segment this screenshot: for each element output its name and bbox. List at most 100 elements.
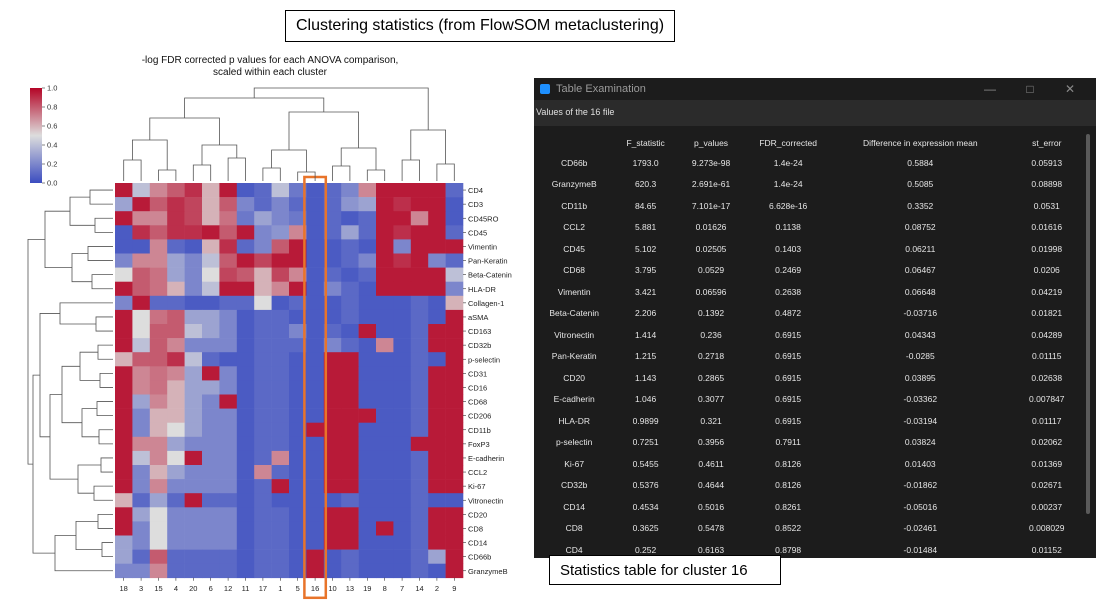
heatmap-cell	[428, 563, 446, 579]
heatmap-cell	[167, 225, 185, 240]
close-icon[interactable]: ✕	[1064, 82, 1076, 96]
table-cell: 0.6915	[775, 372, 802, 383]
table-row[interactable]: CD20 1.143 0.2865 0.6915 0.03895 0.02638	[534, 367, 1084, 389]
table-row[interactable]: CD68 3.795 0.0529 0.2469 0.06467 0.0206	[534, 260, 1084, 282]
column-header[interactable]: st_error	[1032, 138, 1062, 148]
column-header[interactable]: Difference in expression mean	[862, 138, 978, 148]
heatmap-cell	[132, 225, 151, 240]
table-cell: 0.8126	[775, 480, 802, 491]
heatmap-cell	[149, 281, 168, 297]
heatmap-cell	[254, 535, 272, 550]
maximize-icon[interactable]: □	[1026, 82, 1034, 96]
heatmap-cell	[323, 295, 342, 311]
heatmap-cell	[167, 253, 185, 268]
heatmap-cell	[254, 225, 272, 240]
heatmap-cell	[428, 366, 446, 381]
heatmap-cell	[323, 394, 342, 409]
row-dendrogram-link	[91, 274, 113, 290]
heatmap-cell	[289, 253, 307, 268]
column-header[interactable]: p_values	[694, 138, 729, 148]
heatmap-cell	[167, 549, 185, 564]
row-label-e-cadherin: E-cadherin	[468, 454, 504, 463]
heatmap-cell	[271, 309, 290, 325]
clustermap: CD4 CD3 CD45RO CD45 Vimentin Pan-Keratin Beta-…	[27, 84, 512, 600]
heatmap-cell	[323, 408, 342, 423]
table-row[interactable]: CD8 0.3625 0.5478 0.8522 -0.02461 0.008029	[534, 518, 1084, 540]
table-row[interactable]: Ki-67 0.5455 0.4611 0.8126 0.01403 0.01369	[534, 453, 1084, 475]
table-row[interactable]: p-selectin 0.7251 0.3956 0.7911 0.03824 0.020…	[534, 432, 1084, 454]
heatmap-cell	[376, 450, 394, 466]
column-label-11: 11	[242, 584, 250, 593]
table-cell: 0.5455	[632, 458, 659, 469]
heatmap-cell	[202, 253, 220, 268]
table-cell: -0.02461	[903, 523, 938, 534]
table-row[interactable]: GranzymeB 620.3 2.691e-61 1.4e-24 0.5085 0.08…	[534, 174, 1084, 196]
heatmap-cell	[184, 422, 203, 438]
heatmap-cell	[358, 549, 377, 564]
heatmap-cell	[323, 267, 342, 282]
table-row[interactable]: Vimentin 3.421 0.06596 0.2638 0.06648 0.04219	[534, 281, 1084, 303]
heatmap-cell	[428, 309, 446, 325]
table-row[interactable]: E-cadherin 1.046 0.3077 0.6915 -0.03362 0.007…	[534, 389, 1084, 411]
heatmap-cell	[167, 366, 185, 381]
row-label-cd11b: CD11b	[468, 426, 491, 435]
column-header[interactable]: FDR_corrected	[759, 138, 817, 148]
heatmap-cell	[358, 324, 377, 339]
heatmap-cell	[376, 380, 394, 395]
heatmap-cell	[132, 352, 151, 367]
heatmap-cell	[376, 507, 394, 522]
heatmap-cell	[393, 197, 412, 212]
table-row[interactable]: CD4 0.252 0.6163 0.8798 -0.01484 0.01152	[534, 539, 1084, 561]
heatmap-cell	[254, 366, 272, 381]
table-row[interactable]: CD66b 1793.0 9.273e-98 1.4e-24 0.5884 0.05913	[534, 152, 1084, 174]
column-header[interactable]: F_statistic	[626, 138, 665, 148]
heatmap-cell	[236, 493, 255, 508]
heatmap-cell	[115, 253, 133, 268]
heatmap-cell	[428, 422, 446, 438]
row-marker-label: CD32b	[560, 480, 588, 491]
heatmap-cell	[271, 225, 290, 240]
column-label-15: 15	[154, 584, 162, 593]
column-dendrogram-link	[192, 164, 212, 181]
heatmap-cell	[358, 493, 377, 508]
table-row[interactable]: HLA-DR 0.9899 0.321 0.6915 -0.03194 0.01117	[534, 410, 1084, 432]
heatmap-cell	[428, 535, 446, 550]
minimize-icon[interactable]: —	[984, 82, 996, 96]
heatmap-cell	[323, 211, 342, 226]
heatmap-cell	[306, 549, 325, 564]
table-row[interactable]: Beta-Catenin 2.206 0.1392 0.4872 -0.03716 0.0…	[534, 303, 1084, 325]
heatmap-cell	[132, 436, 151, 452]
heatmap-title: -log FDR corrected p values for each ANO…	[120, 55, 420, 79]
heatmap-cell	[306, 366, 325, 381]
row-marker-label: Vitronectin	[554, 329, 595, 340]
heatmap-cell	[115, 563, 133, 579]
heatmap-cell	[306, 380, 325, 395]
table-row[interactable]: CD11b 84.65 7.101e-17 6.628e-16 0.3352 0.0531	[534, 195, 1084, 217]
heatmap-cell	[149, 352, 168, 367]
heatmap-cell	[410, 479, 429, 494]
heatmap-cell	[341, 535, 359, 550]
table-row[interactable]: Pan-Keratin 1.215 0.2718 0.6915 -0.0285 0.011…	[534, 346, 1084, 368]
table-cell: 6.628e-16	[768, 200, 808, 211]
heatmap-cell	[254, 563, 272, 579]
heatmap-cell	[271, 197, 290, 212]
heatmap-cell	[254, 394, 272, 409]
heatmap-cell	[376, 183, 394, 198]
heatmap-cell	[410, 408, 429, 423]
heatmap-cell	[376, 436, 394, 452]
table-row[interactable]: Vitronectin 1.414 0.236 0.6915 0.04343 0.0428…	[534, 324, 1084, 346]
table-row[interactable]: CD14 0.4534 0.5016 0.8261 -0.05016 0.00237	[534, 496, 1084, 518]
table-row[interactable]: CCL2 5.881 0.01626 0.1138 0.08752 0.01616	[534, 217, 1084, 239]
table-cell: 0.007847	[1029, 394, 1065, 405]
heatmap-cell	[202, 225, 220, 240]
heatmap-cell	[289, 309, 307, 325]
table-scrollbar[interactable]	[1086, 134, 1090, 514]
heatmap-cell	[132, 521, 151, 536]
heatmap-cell	[410, 352, 429, 367]
heatmap-cell	[254, 408, 272, 423]
heatmap-cell	[202, 521, 220, 536]
table-row[interactable]: CD45 5.102 0.02505 0.1403 0.06211 0.01998	[534, 238, 1084, 260]
heatmap-cell	[358, 225, 377, 240]
heatmap-cell	[410, 253, 429, 268]
table-row[interactable]: CD32b 0.5376 0.4644 0.8126 -0.01862 0.02671	[534, 475, 1084, 497]
